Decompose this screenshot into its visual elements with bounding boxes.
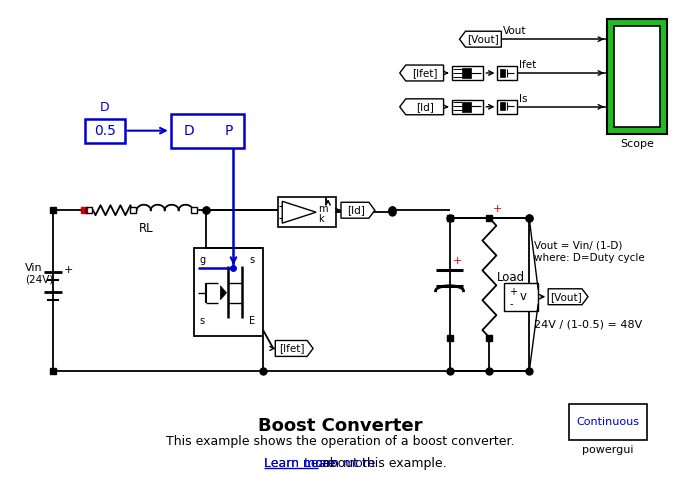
Text: +: +: [452, 256, 462, 266]
Polygon shape: [220, 286, 226, 300]
Text: 0.5: 0.5: [94, 124, 116, 138]
Text: Is: Is: [520, 94, 528, 104]
FancyBboxPatch shape: [278, 198, 336, 227]
FancyBboxPatch shape: [452, 66, 483, 80]
Text: Learn more: Learn more: [265, 457, 336, 470]
Text: [Id]: [Id]: [415, 102, 434, 112]
Text: k: k: [318, 214, 324, 224]
Text: Learn more: Learn more: [305, 457, 375, 470]
FancyBboxPatch shape: [452, 100, 483, 114]
Text: +: +: [492, 204, 502, 214]
Polygon shape: [400, 99, 443, 115]
Text: Vin: Vin: [25, 263, 43, 273]
Text: D: D: [183, 124, 194, 138]
FancyBboxPatch shape: [85, 118, 125, 142]
Polygon shape: [460, 31, 501, 47]
Text: P: P: [224, 124, 233, 138]
Text: s: s: [199, 316, 205, 326]
Text: +: +: [64, 265, 73, 275]
FancyBboxPatch shape: [505, 283, 538, 310]
FancyBboxPatch shape: [171, 114, 244, 148]
Text: Vout = Vin/ (1-D): Vout = Vin/ (1-D): [534, 240, 623, 250]
Text: v: v: [520, 290, 527, 303]
Polygon shape: [400, 65, 443, 81]
Text: s: s: [250, 255, 254, 265]
FancyBboxPatch shape: [462, 68, 471, 78]
Text: [Vout]: [Vout]: [550, 292, 582, 302]
Text: [Vout]: [Vout]: [468, 34, 499, 44]
Text: Vout: Vout: [503, 26, 527, 36]
Text: 24V / (1-0.5) = 48V: 24V / (1-0.5) = 48V: [534, 320, 643, 330]
Text: Continuous: Continuous: [577, 417, 639, 427]
Text: g: g: [199, 255, 206, 265]
FancyBboxPatch shape: [569, 404, 647, 440]
Text: powergui: powergui: [582, 445, 634, 455]
Text: D: D: [100, 101, 109, 114]
Polygon shape: [341, 202, 375, 218]
Text: -: -: [509, 298, 513, 308]
Text: [Ifet]: [Ifet]: [279, 344, 305, 353]
Text: E: E: [250, 316, 256, 326]
FancyBboxPatch shape: [614, 26, 660, 126]
Polygon shape: [275, 340, 313, 356]
Text: Ifet: Ifet: [520, 60, 537, 70]
Text: Learn more: Learn more: [265, 457, 336, 470]
Text: This example shows the operation of a boost converter.: This example shows the operation of a bo…: [166, 435, 514, 448]
Text: RL: RL: [139, 222, 153, 235]
Text: Load: Load: [497, 272, 526, 284]
Text: where: D=Duty cycle: where: D=Duty cycle: [534, 253, 645, 263]
FancyBboxPatch shape: [500, 69, 505, 77]
Polygon shape: [548, 289, 588, 304]
Text: [Id]: [Id]: [347, 205, 365, 215]
Text: [Ifet]: [Ifet]: [412, 68, 437, 78]
Text: Boost Converter: Boost Converter: [258, 417, 422, 435]
FancyBboxPatch shape: [497, 66, 517, 80]
Text: +: +: [509, 287, 517, 297]
FancyBboxPatch shape: [194, 248, 263, 336]
FancyBboxPatch shape: [497, 100, 517, 114]
FancyBboxPatch shape: [462, 102, 471, 112]
Text: m: m: [318, 204, 328, 214]
Text: about this example.: about this example.: [318, 457, 447, 470]
Text: (24V): (24V): [25, 275, 54, 285]
FancyBboxPatch shape: [607, 20, 666, 134]
Text: Scope: Scope: [620, 138, 653, 148]
FancyBboxPatch shape: [500, 102, 505, 110]
